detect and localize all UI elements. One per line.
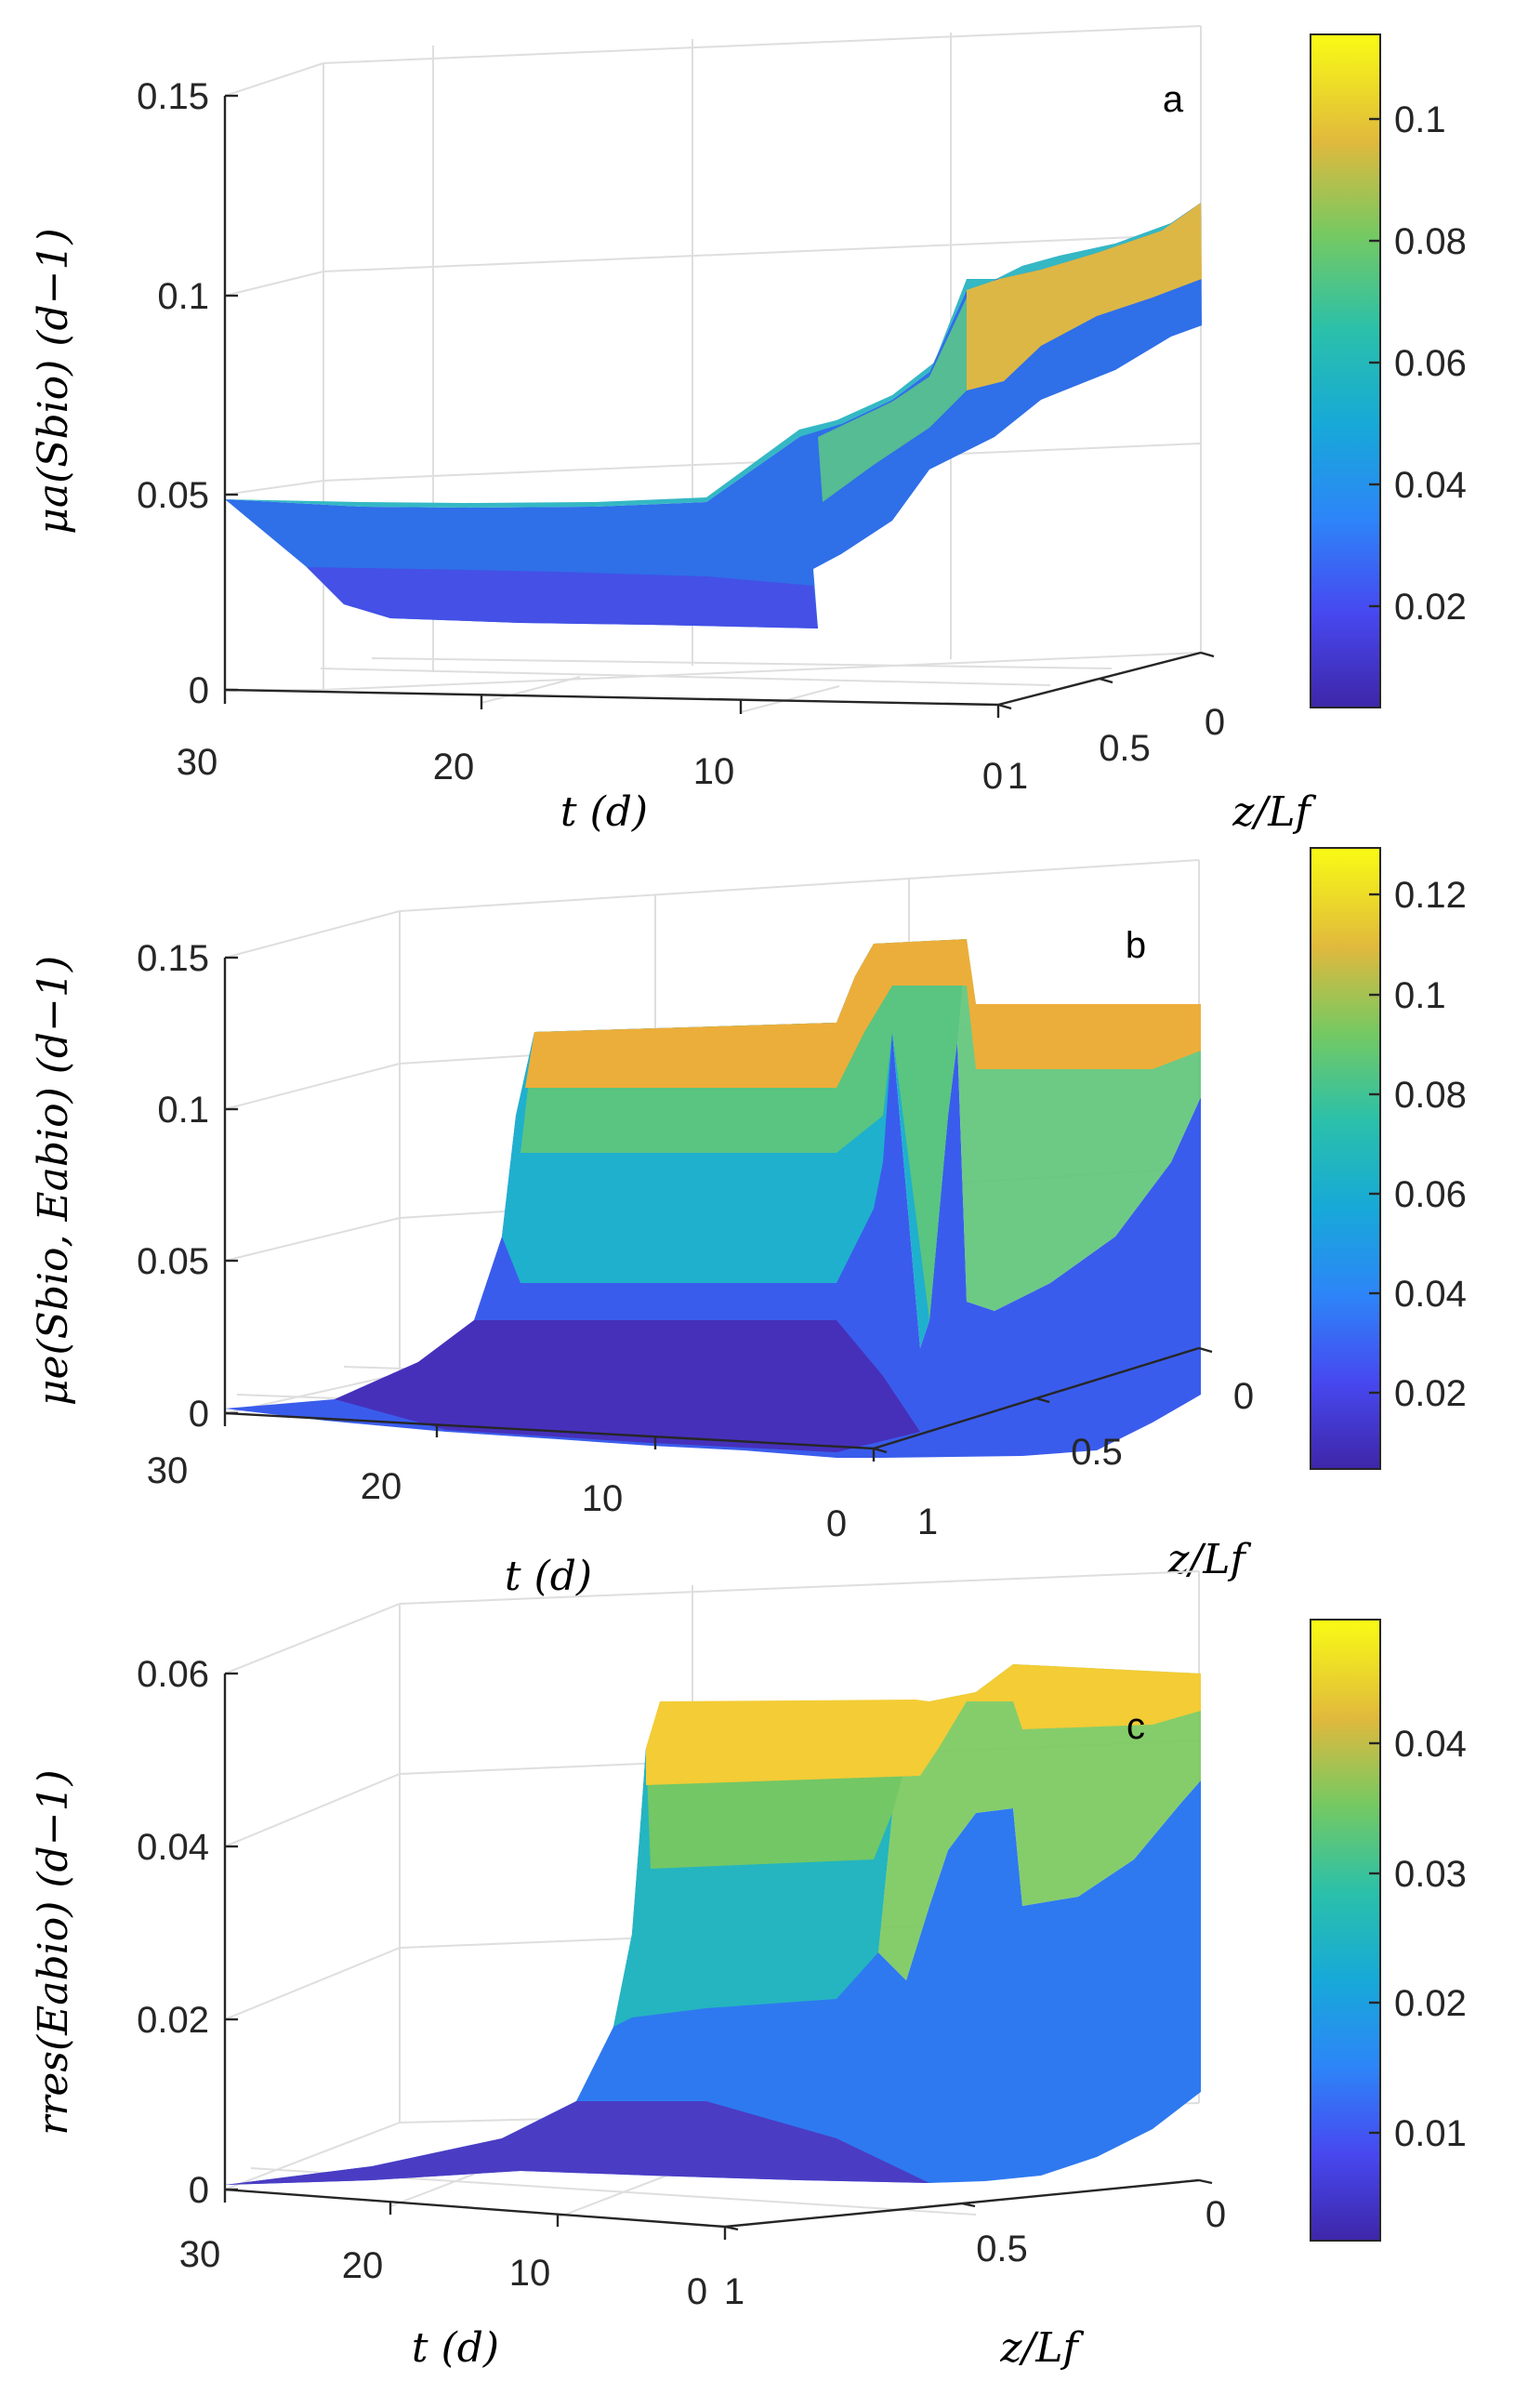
t-tick: 10 <box>509 2253 551 2294</box>
surface-a-high <box>967 203 1202 390</box>
panel-a-depth-ticks: 1 0.5 0 <box>1008 702 1225 797</box>
z-tick: 0.15 <box>137 938 209 979</box>
colorbar-b: 0.12 0.1 0.08 0.06 0.04 0.02 <box>1310 847 1467 1470</box>
z-axis-title: μa(Sbio) (d−1) <box>30 228 77 534</box>
z-tick: 0.15 <box>137 76 209 117</box>
colorbar-tick: 0.08 <box>1394 221 1467 262</box>
colorbar-tick: 0.1 <box>1394 975 1446 1016</box>
colorbar-tick: 0.1 <box>1394 99 1446 140</box>
depth-tick: 0 <box>1205 702 1225 743</box>
surface-c-low <box>225 2101 929 2185</box>
panel-a-grid <box>224 25 1202 713</box>
panel-a: 0.15 0.1 0.05 0 30 20 10 0 1 0.5 0 a μa(… <box>30 25 1467 836</box>
depth-axis-title: z/Lf <box>1232 788 1316 836</box>
colorbar-tick: 0.04 <box>1394 1724 1467 1765</box>
t-tick: 0 <box>982 756 1003 797</box>
panel-c-t-ticks: 30 20 10 0 <box>179 2234 707 2312</box>
panel-c-z-ticks: 0.06 0.04 0.02 0 <box>137 1654 209 2211</box>
panel-a-axes <box>223 94 1215 718</box>
depth-tick: 0.5 <box>976 2229 1028 2269</box>
depth-axis-title: z/Lf <box>999 2324 1084 2372</box>
panel-b-axes <box>223 956 1213 1462</box>
t-axis-title: t (d) <box>412 2324 499 2372</box>
depth-tick: 1 <box>724 2271 744 2312</box>
z-axis-title: rres(Eabio) (d−1) <box>30 1769 77 2135</box>
z-tick: 0.1 <box>157 1090 209 1131</box>
depth-tick: 0.5 <box>1099 728 1151 769</box>
t-tick: 30 <box>179 2234 221 2275</box>
colorbar-a: 0.1 0.08 0.06 0.04 0.02 <box>1310 33 1467 708</box>
t-tick: 0 <box>687 2271 707 2312</box>
z-tick: 0.02 <box>137 2000 209 2041</box>
colorbar-tick: 0.04 <box>1394 465 1467 506</box>
z-tick: 0 <box>189 2170 209 2211</box>
panel-a-surface <box>225 203 1202 628</box>
t-axis-title: t (d) <box>505 1553 592 1600</box>
colorbar-tick: 0.02 <box>1394 1983 1467 2024</box>
surface-a-front <box>225 203 1202 628</box>
z-tick: 0.06 <box>137 1654 209 1695</box>
t-tick: 30 <box>147 1450 189 1491</box>
t-tick: 20 <box>433 747 475 787</box>
z-tick: 0.05 <box>137 475 209 516</box>
panel-b-depth-ticks: 1 0.5 0 <box>917 1376 1254 1542</box>
z-tick: 0.1 <box>157 276 209 317</box>
panel-c-axes <box>223 1672 1213 2240</box>
colorbar-tick: 0.02 <box>1394 1373 1467 1414</box>
t-tick: 30 <box>177 742 218 783</box>
z-tick: 0 <box>189 670 209 711</box>
colorbar-tick: 0.12 <box>1394 875 1467 916</box>
t-tick: 20 <box>342 2245 384 2286</box>
surface-b-low <box>335 1320 920 1452</box>
colorbar-tick: 0.01 <box>1394 2113 1467 2154</box>
colorbar-c: 0.04 0.03 0.02 0.01 <box>1310 1619 1467 2242</box>
z-tick: 0.05 <box>137 1241 209 1282</box>
depth-tick: 1 <box>1008 756 1028 797</box>
panel-c-surface <box>225 1664 1201 2185</box>
surface-b-crest <box>525 939 1201 1088</box>
panel-c: 0.06 0.04 0.02 0 30 20 10 0 1 0.5 0 c rr… <box>30 1570 1467 2372</box>
depth-tick: 0 <box>1205 2194 1226 2235</box>
surface-a-low <box>307 567 818 628</box>
panel-label: b <box>1126 925 1146 966</box>
surface-c-crest <box>646 1664 1201 1785</box>
panel-label: c <box>1126 1706 1145 1747</box>
colorbar-tick: 0.06 <box>1394 1174 1467 1215</box>
z-axis-title: μe(Sbio, Eabio) (d−1) <box>30 956 77 1406</box>
colorbar-tick: 0.02 <box>1394 587 1467 628</box>
z-tick: 0.04 <box>137 1827 209 1868</box>
panel-a-t-ticks: 30 20 10 0 <box>177 742 1003 797</box>
depth-tick: 0 <box>1233 1376 1254 1417</box>
panel-b-surface <box>225 939 1201 1458</box>
t-tick: 10 <box>693 751 735 792</box>
colorbar-tick: 0.04 <box>1394 1274 1467 1315</box>
depth-tick: 0.5 <box>1071 1432 1123 1473</box>
colorbar-tick: 0.03 <box>1394 1854 1467 1895</box>
t-tick: 20 <box>361 1466 402 1507</box>
panel-label: a <box>1163 79 1184 120</box>
panel-b-t-ticks: 30 20 10 0 <box>147 1450 847 1544</box>
panel-a-z-ticks: 0.15 0.1 0.05 0 <box>137 76 209 711</box>
t-axis-title: t (d) <box>560 788 648 836</box>
colorbar-tick: 0.08 <box>1394 1075 1467 1116</box>
surface-a-mid <box>818 298 967 502</box>
t-tick: 10 <box>582 1478 624 1519</box>
panel-b-z-ticks: 0.15 0.1 0.05 0 <box>137 938 209 1435</box>
t-tick: 0 <box>826 1503 847 1544</box>
depth-tick: 1 <box>917 1502 938 1542</box>
panel-c-depth-ticks: 1 0.5 0 <box>724 2194 1226 2312</box>
depth-axis-title: z/Lf <box>1166 1536 1251 1583</box>
colorbar-tick: 0.06 <box>1394 343 1467 384</box>
panel-b: 0.15 0.1 0.05 0 30 20 10 0 1 0.5 0 b μe(… <box>30 847 1467 1600</box>
z-tick: 0 <box>189 1394 209 1435</box>
